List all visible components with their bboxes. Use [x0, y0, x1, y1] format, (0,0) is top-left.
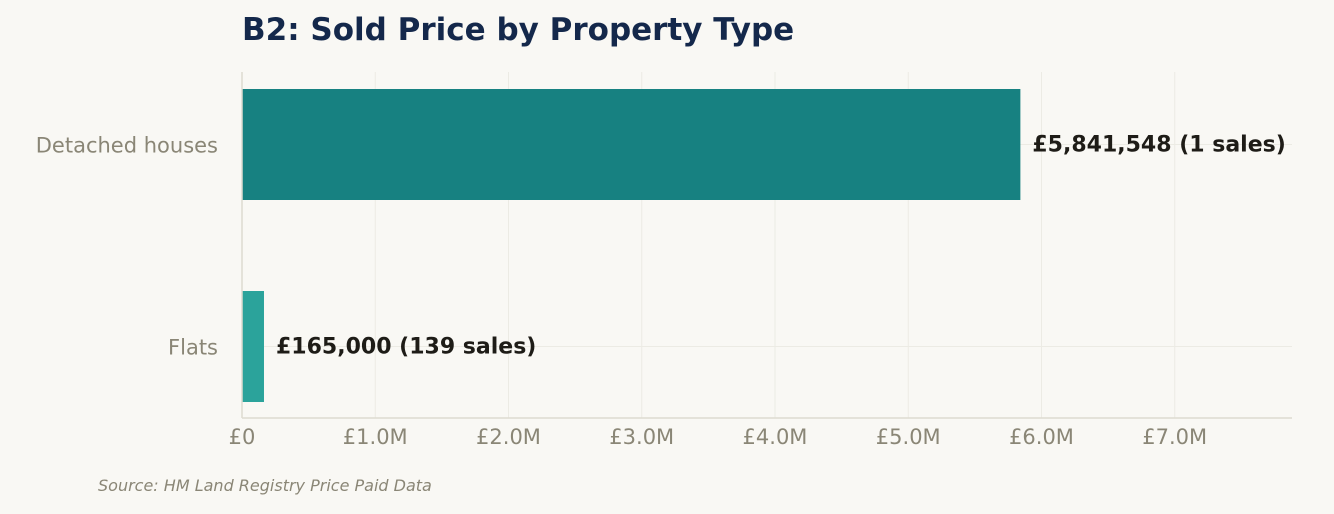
data-label: £5,841,548 (1 sales)	[1032, 133, 1285, 158]
data-label: £165,000 (139 sales)	[276, 335, 536, 360]
bars	[242, 89, 1021, 402]
category-label: Flats	[168, 336, 218, 360]
x-tick-label: £7.0M	[1142, 425, 1207, 449]
x-tick-label: £4.0M	[743, 425, 808, 449]
x-tick-label: £0	[229, 425, 256, 449]
category-label: Detached houses	[36, 134, 218, 158]
axes	[241, 72, 1292, 419]
x-tick-label: £1.0M	[343, 425, 408, 449]
source-note: Source: HM Land Registry Price Paid Data	[98, 476, 432, 495]
chart-title: B2: Sold Price by Property Type	[242, 12, 795, 48]
x-tick-label: £5.0M	[876, 425, 941, 449]
bar-flats	[242, 291, 264, 402]
x-tick-label: £6.0M	[1009, 425, 1074, 449]
x-tick-label: £3.0M	[609, 425, 674, 449]
bar-detached-houses	[242, 89, 1021, 200]
x-tick-label: £2.0M	[476, 425, 541, 449]
labels: £0 £1.0M £2.0M £3.0M £4.0M £5.0M £6.0M £7.0M Det…	[36, 133, 1286, 450]
